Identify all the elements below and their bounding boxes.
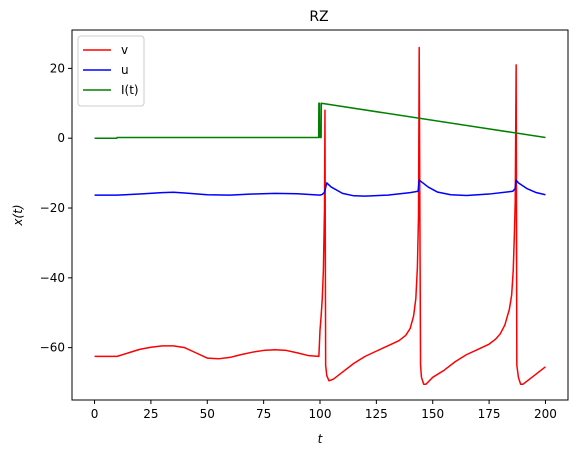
x-tick-label: 100 (309, 407, 332, 421)
y-axis-label: x(t) (11, 204, 25, 226)
legend-label: I(t) (121, 83, 139, 97)
series-layer (94, 46, 546, 386)
y-tick-label: −60 (40, 341, 65, 355)
x-tick-label: 150 (421, 407, 444, 421)
legend: vu I(t) (77, 35, 145, 107)
series-line-u (94, 179, 546, 197)
y-tick-label: 0 (57, 131, 65, 145)
y-tick-label: −40 (40, 271, 65, 285)
x-tick-label: 200 (534, 407, 557, 421)
x-tick-label: 75 (256, 407, 271, 421)
x-tick-label: 125 (365, 407, 388, 421)
y-axis: −60 −40 −20 0 20 (40, 61, 72, 355)
legend-box (77, 35, 145, 107)
series-line-v (94, 46, 546, 386)
x-tick-label: 175 (478, 407, 501, 421)
x-tick-label: 50 (200, 407, 215, 421)
plot-area (94, 46, 546, 386)
legend-label: u (121, 63, 129, 77)
y-tick-label: 20 (50, 61, 65, 75)
x-axis-label: t (318, 432, 324, 446)
y-tick-label: −20 (40, 201, 65, 215)
x-tick-label: 25 (143, 407, 158, 421)
x-axis: 0 25 50 75 100 125 150 175 200 (91, 400, 557, 421)
legend-label: v (121, 43, 128, 57)
series-line-it (94, 102, 546, 139)
chart-title: RZ (309, 9, 328, 25)
x-tick-label: 0 (91, 407, 99, 421)
